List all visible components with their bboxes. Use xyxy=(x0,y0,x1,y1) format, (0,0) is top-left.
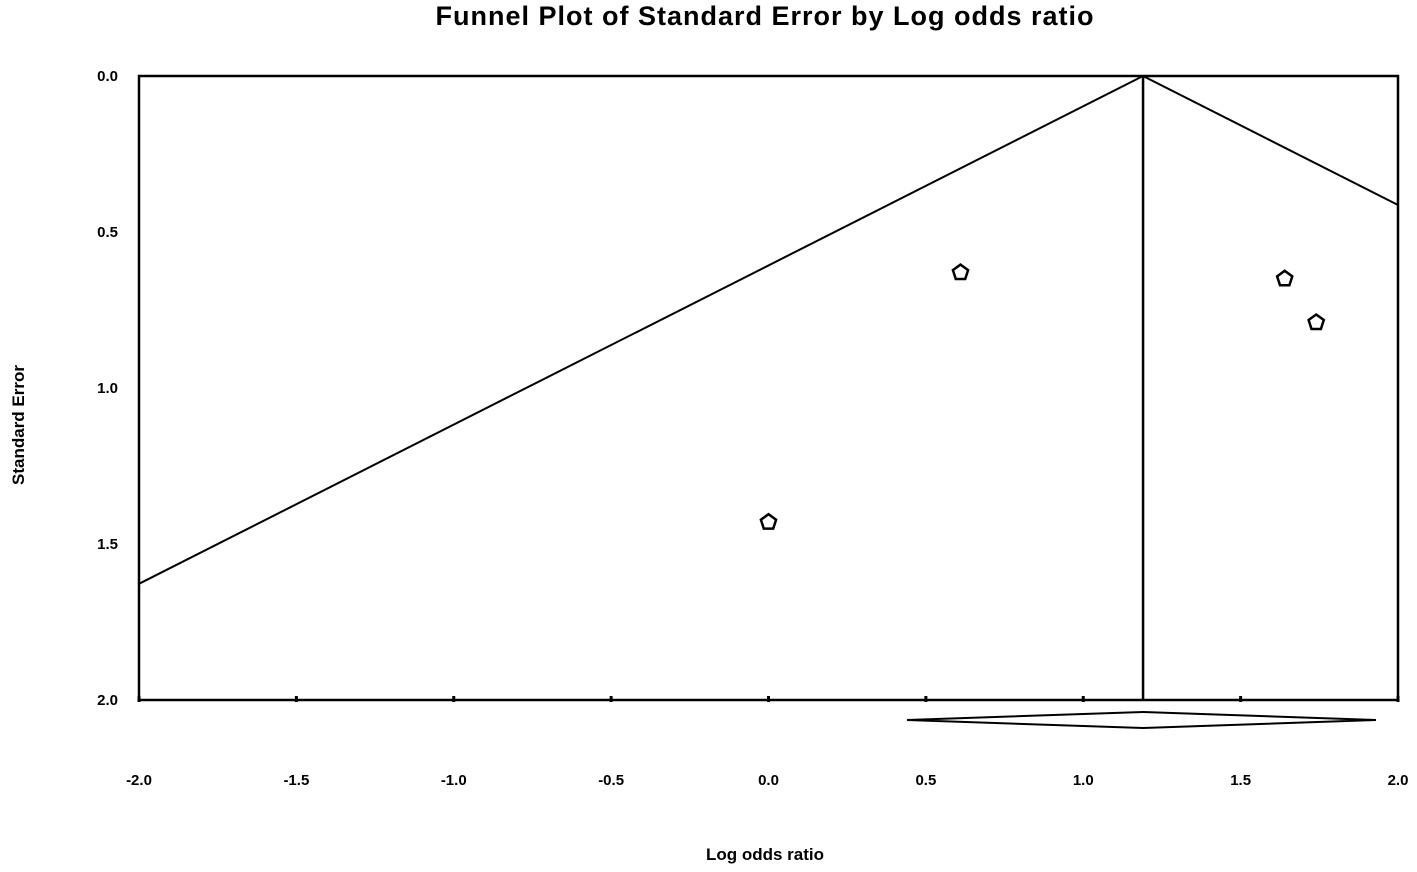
y-tick-label: 1.0 xyxy=(97,380,118,397)
x-tick-label: -1.5 xyxy=(283,772,309,789)
funnel-left-limit xyxy=(138,75,1144,585)
summary-diamond-group xyxy=(906,710,1377,730)
x-tick-label: -2.0 xyxy=(126,772,152,789)
x-axis-label: Log odds ratio xyxy=(706,845,824,864)
y-tick-label: 2.0 xyxy=(97,692,118,709)
x-tick-label: -0.5 xyxy=(598,772,624,789)
x-tick-label: 1.5 xyxy=(1230,772,1251,789)
data-points xyxy=(759,263,1326,530)
x-tick-label: 0.0 xyxy=(758,772,779,789)
x-tick-label: 0.5 xyxy=(915,772,936,789)
y-axis-label: Standard Error xyxy=(9,365,28,485)
study-point xyxy=(759,512,778,530)
plot-area xyxy=(137,74,1400,702)
x-tick-label: 2.0 xyxy=(1388,772,1409,789)
x-axis-ticks: -2.0 -1.5 -1.0 -0.5 0.0 0.5 1.0 1.5 2.0 xyxy=(126,696,1408,789)
study-point xyxy=(1275,269,1294,287)
x-tick-label: 1.0 xyxy=(1073,772,1094,789)
x-tick-label: -1.0 xyxy=(441,772,467,789)
study-point xyxy=(951,263,970,281)
y-tick-label: 1.5 xyxy=(97,536,118,553)
chart-title: Funnel Plot of Standard Error by Log odd… xyxy=(435,1,1094,31)
funnel-right-limit xyxy=(1142,75,1399,206)
y-tick-label: 0.0 xyxy=(97,68,118,85)
plot-frame xyxy=(137,74,1400,702)
study-point xyxy=(1307,312,1326,331)
y-axis-ticks: 0.0 0.5 1.0 1.5 2.0 xyxy=(97,68,118,709)
funnel-lines xyxy=(138,75,1399,700)
summary-diamond xyxy=(906,710,1377,730)
y-tick-label: 0.5 xyxy=(97,224,118,241)
